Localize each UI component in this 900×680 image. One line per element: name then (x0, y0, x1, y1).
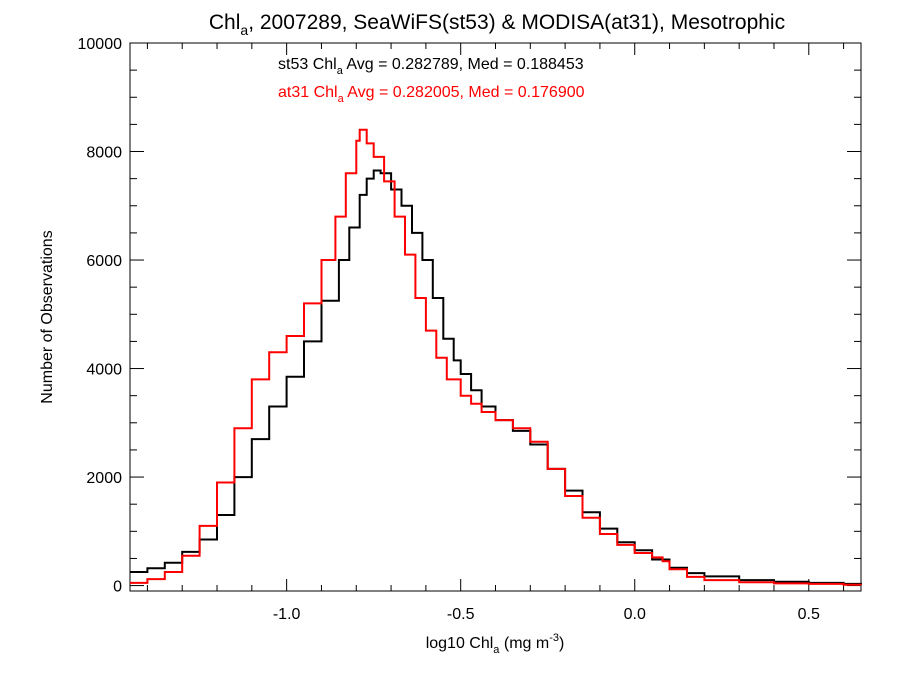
x-axis-label-sub: a (493, 644, 500, 656)
series-line-st53 (130, 169, 862, 585)
annotation-st53-prefix: st53 Chl (278, 56, 337, 73)
chart-title: Chla, 2007289, SeaWiFS(st53) & MODISA(at… (209, 11, 785, 38)
x-axis-ticks: -1.0 -0.5 0.0 0.5 (146, 43, 845, 623)
annotation-st53: st53 Chla Avg = 0.282789, Med = 0.188453 (278, 56, 584, 77)
y-tick-label: 10000 (78, 36, 123, 53)
series-line-at31 (130, 128, 862, 586)
x-axis-label: log10 Chla (mg m-3) (426, 632, 565, 656)
y-tick-label: 6000 (86, 253, 122, 270)
chart-title-sub: a (240, 22, 248, 38)
x-axis-label-prefix: log10 Chl (426, 635, 494, 652)
plot-frame (129, 42, 862, 592)
series-layer (130, 128, 862, 586)
y-tick-label: 0 (113, 579, 122, 596)
x-tick-label: 0.0 (624, 606, 646, 623)
y-axis-label: Number of Observations (39, 230, 56, 403)
annotation-st53-sub: a (337, 65, 344, 77)
x-axis-label-suffix: ) (559, 635, 564, 652)
x-tick-label: -0.5 (447, 606, 475, 623)
annotation-at31-suffix: Avg = 0.282005, Med = 0.176900 (344, 84, 585, 101)
y-axis-ticks: 0 2000 4000 6000 8000 10000 (78, 36, 861, 596)
y-tick-label: 4000 (86, 362, 122, 379)
x-tick-label: -1.0 (273, 606, 301, 623)
chart-title-suffix: , 2007289, SeaWiFS(st53) & MODISA(at31),… (248, 11, 785, 34)
y-tick-label: 2000 (86, 470, 122, 487)
x-tick-label: 0.5 (798, 606, 820, 623)
annotation-st53-suffix: Avg = 0.282789, Med = 0.188453 (343, 56, 584, 73)
annotation-at31-sub: a (338, 93, 345, 105)
chart-title-prefix: Chl (209, 11, 241, 34)
x-axis-label-sup: -3 (549, 632, 559, 644)
x-axis-label-middle: (mg m (499, 635, 549, 652)
y-tick-label: 8000 (86, 145, 122, 162)
annotation-at31: at31 Chla Avg = 0.282005, Med = 0.176900 (278, 84, 585, 105)
annotation-at31-prefix: at31 Chl (278, 84, 338, 101)
